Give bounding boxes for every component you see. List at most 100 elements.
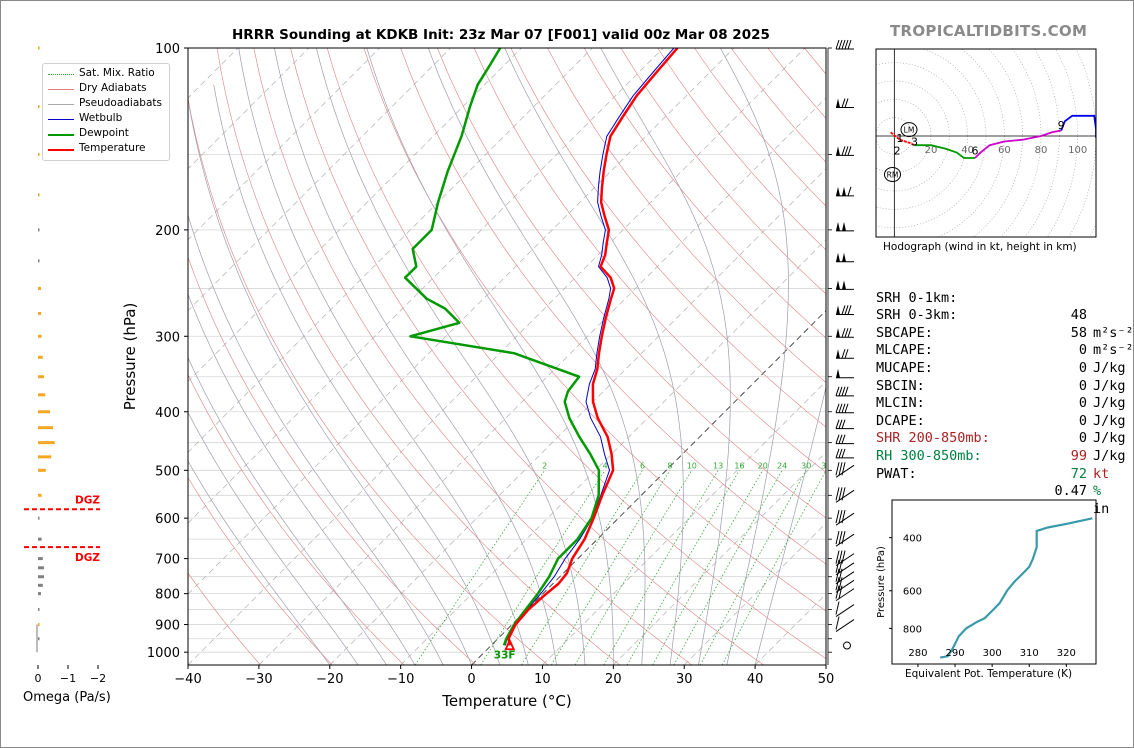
y-tick-label: 600 [155, 512, 180, 527]
isotherm-line [258, 97, 826, 665]
stat-label: PWAT: [876, 465, 917, 482]
wind-barb-line [838, 550, 843, 564]
omega-bar [38, 566, 44, 570]
dry-adiabat-line [216, 48, 621, 665]
legend-label: Pseudoadiabats [79, 97, 162, 109]
wind-barb-line [841, 531, 846, 545]
wind-barb-staff [835, 619, 855, 632]
legend-swatch [48, 74, 74, 75]
wind-barb-line [835, 386, 840, 396]
omega-bar [38, 355, 43, 359]
y-axis-label: Pressure (hPa) [121, 303, 139, 411]
wind-barb-line [841, 419, 846, 429]
y-tick-label: 400 [155, 406, 180, 421]
wind-barb-line [844, 146, 849, 156]
wind-barb-line [835, 559, 840, 573]
mixing-ratio-line [673, 470, 783, 665]
stat-value: 0 [1078, 359, 1087, 376]
wind-barb-flag [836, 221, 840, 231]
x-tick-label: −20 [316, 672, 343, 687]
wind-barb-flag [836, 252, 840, 262]
moist-adiabat-line [504, 48, 684, 665]
wind-barb [836, 280, 854, 290]
wind-barb-flag [842, 221, 846, 231]
omega-tick-label: −1 [60, 672, 76, 685]
mixing-ratio-label: 16 [734, 461, 744, 470]
mixing-ratio-label: 2 [542, 461, 547, 470]
omega-bar [38, 516, 40, 520]
omega-bar [38, 537, 42, 541]
hodograph-segment-2 [914, 144, 975, 159]
wind-barb [836, 252, 854, 263]
wind-barb-line [841, 146, 846, 156]
omega-bar [38, 557, 43, 561]
hodograph-height-label: 3 [911, 136, 918, 149]
omega-bar [38, 334, 42, 338]
wind-barb-flag [836, 186, 840, 196]
moist-adiabat-line [213, 84, 501, 665]
legend-swatch [48, 134, 74, 136]
stat-unit: J/kg [1093, 430, 1126, 447]
stat-value: 0 [1078, 395, 1087, 412]
wind-barb-line [844, 39, 849, 50]
omega-bar [38, 393, 46, 397]
omega-bar [38, 575, 44, 579]
wind-barb-line [841, 305, 846, 315]
wind-barb [836, 349, 854, 359]
wind-barb-line [844, 349, 849, 359]
wind-barb-line [847, 146, 852, 156]
wind-barb-line [835, 550, 840, 564]
wind-barb-line [838, 434, 843, 444]
wind-barb-line [841, 98, 846, 108]
hodograph-segment-1 [890, 131, 915, 147]
zero-isotherm-line [471, 309, 826, 665]
stat-value: 0 [1078, 342, 1087, 359]
wind-barb-line [841, 386, 846, 396]
legend-swatch [48, 104, 74, 105]
mixing-ratio-label: 6 [640, 461, 645, 470]
stat-label: SBCAPE: [876, 324, 933, 341]
pseudoadiabat-line [720, 48, 789, 665]
legend-label: Temperature [79, 142, 146, 154]
skewt-plot-frame [187, 47, 827, 666]
theta-e-x-tick-label: 320 [1057, 648, 1076, 659]
wind-barb-line [844, 98, 849, 108]
pseudoadiabat-line [366, 48, 614, 665]
stat-row-rh: RH 300-850mb: 72 % [876, 430, 1101, 499]
isotherm-line [613, 451, 826, 665]
pseudoadiabat-line [188, 293, 416, 665]
storm-motion-rm-marker [884, 167, 901, 182]
mixing-ratio-line [699, 470, 807, 665]
wind-barb [835, 487, 855, 503]
y-tick-label: 900 [155, 619, 180, 634]
storm-motion-rm-label: RM [887, 171, 899, 180]
stat-unit: J/kg [1093, 412, 1126, 429]
wind-barb-line [835, 434, 840, 444]
moist-adiabat-line [274, 48, 557, 665]
dry-adiabat-line [290, 48, 764, 665]
chart-title: HRRR Sounding at KDKB Init: 23z Mar 07 [… [232, 27, 770, 43]
wind-barb [835, 403, 854, 414]
omega-bar [38, 583, 43, 587]
wind-barb-line [841, 39, 846, 50]
moist-adiabat-line [188, 357, 387, 665]
wind-barb-line [835, 531, 840, 545]
wind-barb-line [838, 39, 843, 50]
mixing-ratio-line [603, 470, 719, 665]
omega-bar [38, 286, 41, 290]
stat-unit: J/kg [1093, 377, 1126, 394]
hodograph-ring-label: 40 [961, 145, 974, 156]
legend-label: Wetbulb [79, 112, 123, 124]
stat-label: RH 300-850mb: [876, 447, 982, 464]
wind-barb-calm [843, 641, 851, 650]
wind-barb-flag [836, 349, 840, 359]
mixing-ratio-label: 8 [667, 461, 672, 470]
dry-adiabat-line [326, 48, 826, 660]
wind-barb [835, 462, 855, 478]
moist-adiabat-line [189, 106, 472, 665]
wind-barb-flag [842, 186, 846, 196]
wind-barb-line [838, 568, 843, 582]
omega-bar [38, 441, 55, 445]
stat-value: 0 [1078, 430, 1087, 447]
